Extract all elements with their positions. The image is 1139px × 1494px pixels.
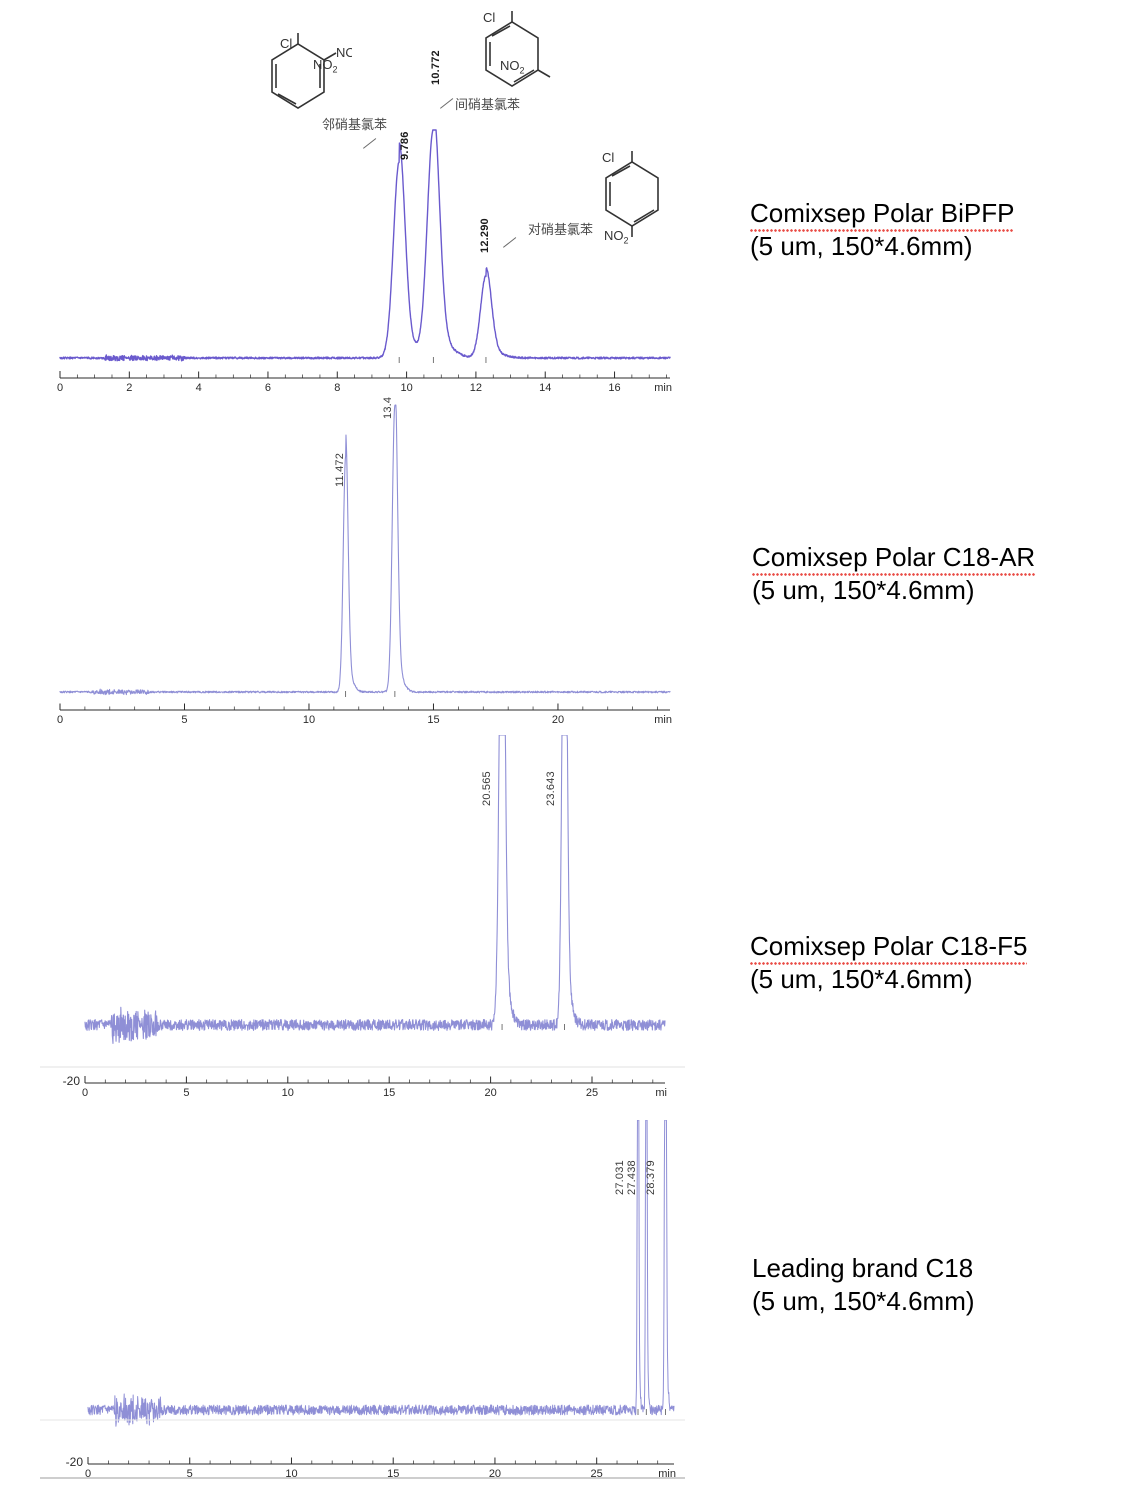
chromatogram-panel-1: 0 2 4 6 8 10 12 14 16 min xyxy=(40,20,690,410)
peak-label-11-472: 11.472 xyxy=(334,452,346,487)
svg-text:25: 25 xyxy=(586,1087,598,1099)
svg-text:16: 16 xyxy=(608,382,620,394)
peak-label-12-290: 12.290 xyxy=(479,218,491,253)
svg-text:10: 10 xyxy=(282,1087,294,1099)
svg-text:0: 0 xyxy=(57,714,63,726)
structure-meta-nitrochlorobenzene xyxy=(466,8,566,103)
peak-label-20-565: 20.565 xyxy=(481,771,493,806)
svg-text:20: 20 xyxy=(489,1468,501,1480)
caption-4-name: Leading brand C18 xyxy=(752,1253,974,1283)
analyte-label-ortho: 邻硝基氯苯 xyxy=(322,118,388,133)
svg-text:0: 0 xyxy=(82,1087,88,1099)
svg-text:min: min xyxy=(654,382,672,394)
caption-panel-2: Comixsep Polar C18-AR (5 um, 150*4.6mm) xyxy=(752,541,1036,608)
peak-label-10-772: 10.772 xyxy=(430,50,442,85)
structure-meta-cl-label: Cl xyxy=(483,10,496,25)
structure-ortho-no2-label: NO2 xyxy=(313,57,338,75)
chromatogram-panel-2: 0 5 10 15 20 min xyxy=(40,385,690,730)
svg-text:15: 15 xyxy=(427,714,439,726)
svg-text:25: 25 xyxy=(591,1468,603,1480)
structure-ortho-nitrochlorobenzene: Cl NO 2 xyxy=(252,30,352,125)
svg-text:2: 2 xyxy=(126,382,132,394)
svg-text:5: 5 xyxy=(183,1087,189,1099)
caption-panel-1: Comixsep Polar BiPFP (5 um, 150*4.6mm) xyxy=(750,197,1015,264)
svg-text:5: 5 xyxy=(187,1468,193,1480)
caption-1-spec: (5 um, 150*4.6mm) xyxy=(750,231,973,262)
svg-text:15: 15 xyxy=(383,1087,395,1099)
svg-text:-20: -20 xyxy=(66,1455,84,1469)
caption-4-spec: (5 um, 150*4.6mm) xyxy=(752,1286,975,1317)
svg-text:Cl: Cl xyxy=(292,30,304,33)
svg-text:mi: mi xyxy=(655,1087,667,1099)
svg-text:20: 20 xyxy=(484,1087,496,1099)
caption-panel-3: Comixsep Polar C18-F5 (5 um, 150*4.6mm) xyxy=(750,930,1028,997)
caption-3-name: Comixsep Polar C18-F5 xyxy=(750,930,1028,966)
svg-text:10: 10 xyxy=(400,382,412,394)
svg-text:15: 15 xyxy=(387,1468,399,1480)
structure-ortho-cl-label: Cl xyxy=(280,36,293,51)
peak-label-9-786: 9.786 xyxy=(399,131,411,160)
chromatogram-panel-4: 0 5 10 15 20 25 min -20 xyxy=(40,1120,700,1494)
peak-label-27-031: 27.031 xyxy=(614,1160,626,1195)
svg-text:0: 0 xyxy=(85,1468,91,1480)
svg-text:20: 20 xyxy=(552,714,564,726)
caption-2-spec: (5 um, 150*4.6mm) xyxy=(752,575,975,606)
caption-3-spec: (5 um, 150*4.6mm) xyxy=(750,964,973,995)
caption-panel-4: Leading brand C18 (5 um, 150*4.6mm) xyxy=(752,1252,975,1319)
structure-para-cl-label: Cl xyxy=(602,150,615,165)
analyte-label-meta: 间硝基氯苯 xyxy=(455,98,521,113)
caption-1-name: Comixsep Polar BiPFP xyxy=(750,197,1015,233)
svg-text:0: 0 xyxy=(57,382,63,394)
svg-text:-20: -20 xyxy=(63,1074,81,1088)
svg-text:14: 14 xyxy=(539,382,551,394)
svg-text:5: 5 xyxy=(181,714,187,726)
structure-para-no2-label: NO2 xyxy=(604,228,629,246)
svg-text:12: 12 xyxy=(470,382,482,394)
svg-text:min: min xyxy=(654,714,672,726)
peak-label-27-438: 27.438 xyxy=(626,1160,638,1195)
peak-label-23-643: 23.643 xyxy=(545,771,557,806)
structure-para-nitrochlorobenzene xyxy=(586,148,686,248)
peak-label-13-4: 13.4 xyxy=(382,396,394,419)
svg-text:6: 6 xyxy=(265,382,271,394)
analyte-label-para: 对硝基氯苯 xyxy=(528,223,594,238)
chromatogram-panel-3: 0 5 10 15 20 25 mi -20 xyxy=(40,735,690,1110)
svg-text:8: 8 xyxy=(334,382,340,394)
peak-label-28-379: 28.379 xyxy=(645,1160,657,1195)
svg-text:4: 4 xyxy=(196,382,202,394)
svg-text:min: min xyxy=(658,1468,676,1480)
svg-text:10: 10 xyxy=(303,714,315,726)
structure-meta-no2-label: NO2 xyxy=(500,58,525,76)
svg-text:10: 10 xyxy=(285,1468,297,1480)
caption-2-name: Comixsep Polar C18-AR xyxy=(752,541,1036,577)
svg-text:NO: NO xyxy=(336,45,352,60)
